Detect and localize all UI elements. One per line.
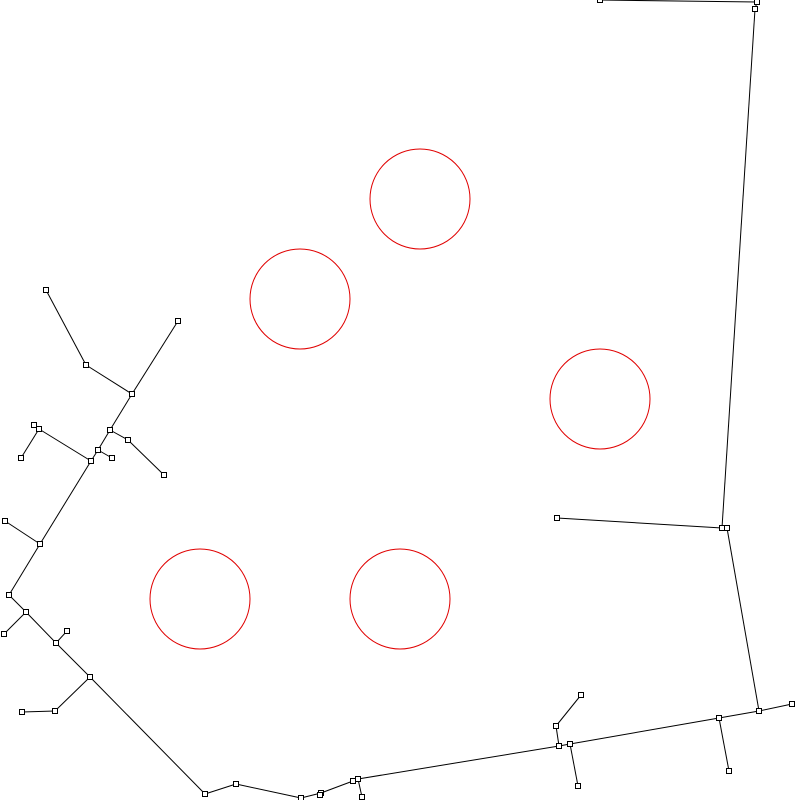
tree-edge [3, 611, 27, 635]
tree-node [88, 458, 94, 464]
obstacle-circle-1 [369, 148, 471, 250]
tree-node [1, 631, 7, 637]
tree-node [175, 318, 181, 324]
tree-node [83, 362, 89, 368]
tree-edge [127, 439, 165, 476]
tree-node [64, 628, 70, 634]
tree-edge [555, 725, 560, 747]
tree-node [756, 708, 762, 714]
tree-node [724, 525, 730, 531]
tree-edge [109, 393, 133, 431]
tree-edge [758, 703, 793, 712]
tree-edge [235, 783, 302, 799]
tree-edge [555, 694, 582, 727]
tree-node [597, 0, 603, 3]
tree-node [129, 391, 135, 397]
tree-node [36, 426, 42, 432]
obstacle-circle-5 [349, 548, 451, 650]
tree-node [789, 701, 795, 707]
obstacle-circle-3 [549, 348, 651, 450]
edge-layer [3, 0, 793, 799]
tree-node [355, 776, 361, 782]
tree-edge [569, 717, 720, 745]
tree-node [87, 674, 93, 680]
tree-edge [38, 428, 92, 462]
tree-edge [569, 743, 579, 787]
tree-node [298, 795, 304, 800]
tree-edge [20, 428, 40, 459]
tree-edge [85, 364, 133, 395]
tree-node [2, 518, 8, 524]
tree-edge [55, 642, 91, 678]
tree-node [18, 455, 24, 461]
tree-node [554, 515, 560, 521]
tree-node [109, 455, 115, 461]
tree-edge [54, 676, 91, 712]
tree-node [567, 741, 573, 747]
tree-node [43, 287, 49, 293]
tree-node [107, 427, 113, 433]
obstacle-circle-2 [249, 248, 351, 350]
tree-node [53, 640, 59, 646]
tree-edge [131, 320, 179, 395]
tree-node [202, 791, 208, 797]
tree-node [754, 0, 760, 5]
tree-node [575, 783, 581, 789]
tree-node [23, 609, 29, 615]
tree-edge [39, 460, 92, 545]
tree-node [161, 472, 167, 478]
tree-node [359, 794, 365, 800]
tree-edge [25, 611, 57, 644]
tree-edge [718, 710, 760, 719]
tree-node [716, 715, 722, 721]
tree-edge [8, 543, 41, 596]
tree-node [556, 743, 562, 749]
tree-edge [357, 745, 560, 780]
tree-node [31, 422, 37, 428]
tree-edge [204, 783, 237, 795]
tree-edge [556, 517, 723, 529]
tree-node [19, 709, 25, 715]
tree-edge [89, 676, 206, 795]
tree-edge [4, 520, 41, 545]
tree-node [6, 592, 12, 598]
tree-edge [320, 780, 354, 794]
tree-node [726, 768, 732, 774]
tree-edge [721, 8, 756, 529]
tree-node [553, 723, 559, 729]
tree-edge [599, 0, 758, 3]
obstacle-circle-4 [149, 548, 251, 650]
tree-edge [97, 429, 111, 451]
obstacle-layer [149, 148, 651, 650]
tree-edge [45, 289, 87, 366]
tree-node [52, 708, 58, 714]
tree-node [350, 778, 356, 784]
tree-node [233, 781, 239, 787]
tree-edge [726, 527, 760, 712]
tree-node [125, 437, 131, 443]
tree-node [578, 692, 584, 698]
tree-node [719, 525, 725, 531]
tree-node [752, 6, 758, 12]
tree-node [37, 541, 43, 547]
tree-edge [21, 710, 56, 713]
tree-node [317, 792, 323, 798]
tree-edge [718, 717, 730, 772]
tree-node [95, 447, 101, 453]
